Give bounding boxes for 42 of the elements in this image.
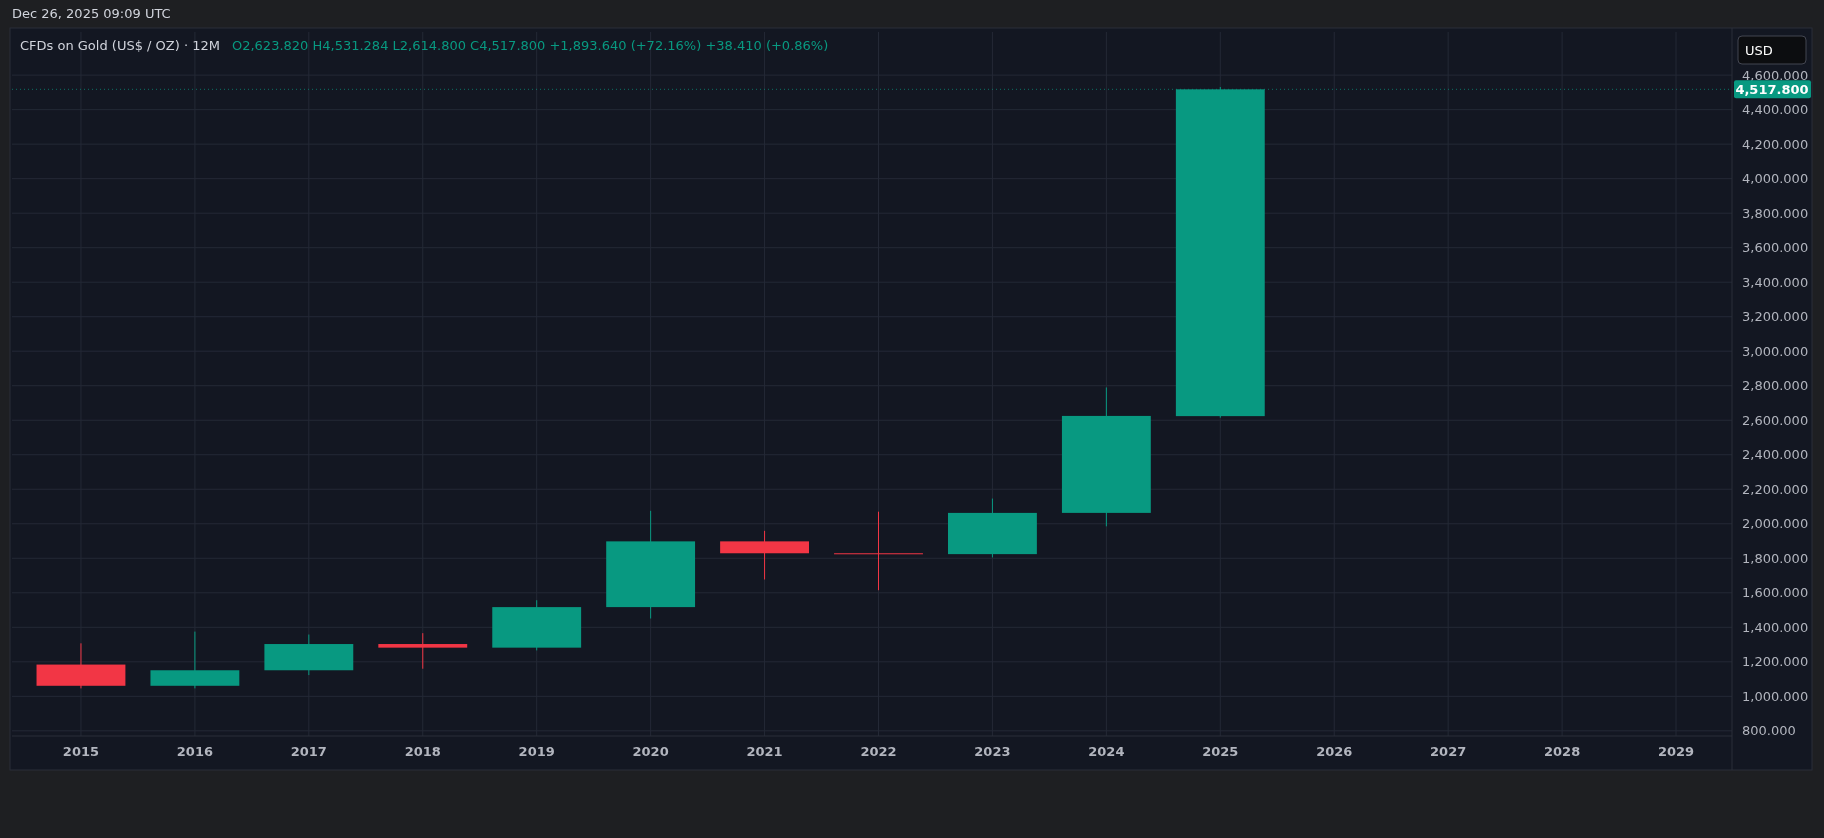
y-tick-label: 3,400.000	[1742, 274, 1809, 290]
y-tick-label: 2,000.000	[1742, 516, 1809, 532]
y-tick-label: 2,800.000	[1742, 378, 1809, 394]
y-tick-label: 3,800.000	[1742, 205, 1809, 221]
x-tick-label: 2026	[1316, 744, 1353, 759]
x-tick-label: 2028	[1544, 744, 1581, 759]
x-tick-label: 2015	[62, 744, 100, 759]
x-tick-label: 2024	[1088, 744, 1125, 759]
y-tick-label: 4,000.000	[1742, 171, 1809, 187]
ref-line-label: 4,517.800	[1735, 81, 1809, 97]
y-tick-label: 1,400.000	[1742, 619, 1809, 635]
y-tick-label: 4,200.000	[1742, 136, 1809, 152]
x-tick-label: 2027	[1430, 744, 1467, 759]
x-tick-label: 2025	[1202, 744, 1239, 759]
y-tick-label: 3,200.000	[1742, 309, 1809, 325]
x-tick-label: 2023	[974, 744, 1011, 759]
candlestick	[834, 511, 923, 591]
x-tick-label: 2016	[176, 744, 213, 759]
y-tick-label: 800.000	[1742, 723, 1796, 739]
y-tick-label: 3,600.000	[1742, 240, 1809, 256]
y-tick-label: 4,600.000	[1742, 67, 1809, 83]
x-tick-label: 2018	[404, 744, 441, 759]
text: CFDs on Gold (US$ / OZ) · 12M	[20, 38, 220, 53]
text: USD	[1745, 42, 1773, 58]
y-tick-label: 1,800.000	[1742, 550, 1809, 566]
y-tick-label: 1,000.000	[1742, 688, 1809, 704]
text: O2,623.820 H4,531.284 L2,614.800 C4,517.800 +1,893.640 (+72.16%) +38.410 (+0.86%)	[231, 38, 829, 53]
y-tick-label: 2,600.000	[1742, 412, 1809, 428]
x-tick-label: 2021	[746, 744, 783, 759]
y-tick-label: 1,600.000	[1742, 585, 1809, 601]
x-tick-label: 2029	[1657, 744, 1695, 759]
x-tick-label: 2019	[518, 744, 555, 759]
x-tick-label: 2020	[632, 744, 669, 759]
y-tick-label: 4,400.000	[1742, 102, 1809, 118]
y-tick-label: 1,200.000	[1742, 654, 1809, 670]
text: Dec 26, 2025 09:09 UTC	[12, 6, 171, 21]
y-tick-label: 2,400.000	[1742, 447, 1809, 463]
y-tick-label: 2,200.000	[1742, 481, 1809, 497]
x-tick-label: 2022	[860, 744, 897, 759]
y-tick-label: 3,000.000	[1742, 343, 1809, 359]
candlestick	[378, 632, 468, 670]
x-tick-label: 2017	[290, 744, 327, 759]
